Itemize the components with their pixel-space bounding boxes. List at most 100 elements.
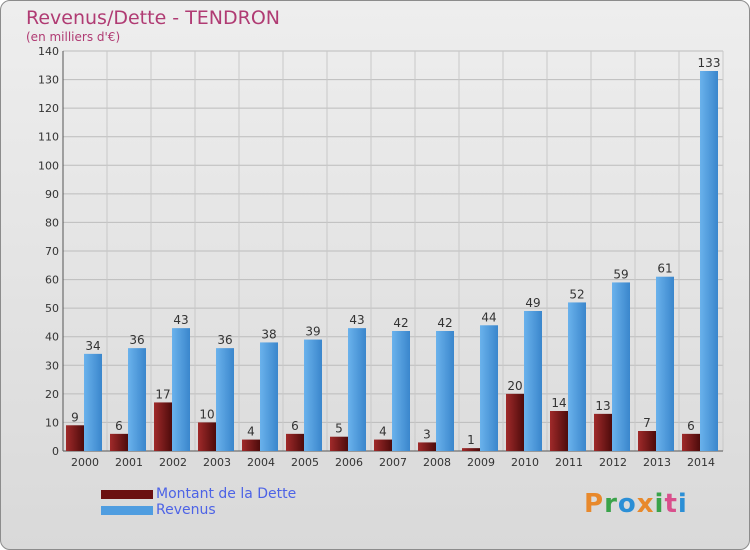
data-label-revenus: 36 [129,333,144,347]
data-label-revenus: 43 [173,313,188,327]
bar-dette [506,393,524,451]
bar-dette [154,402,172,451]
bar-revenus [348,328,366,451]
bar-revenus [172,328,190,451]
legend-swatch-revenus [101,506,153,515]
data-label-dette: 6 [687,419,695,433]
logo-letter: P [584,489,605,519]
y-tick-label: 70 [45,245,59,258]
bar-revenus [524,311,542,451]
logo-letter: x [636,489,655,519]
data-label-revenus: 36 [217,333,232,347]
legend-swatch-debt [101,490,153,499]
bar-revenus [260,342,278,451]
data-label-dette: 20 [507,379,522,393]
x-tick-label: 2008 [423,456,451,469]
y-tick-label: 80 [45,216,59,229]
bar-revenus [480,325,498,451]
data-label-dette: 3 [423,427,431,441]
bar-revenus [128,348,146,451]
bar-revenus [304,339,322,451]
x-tick-label: 2005 [291,456,319,469]
proxiti-logo: Proxiti [584,489,688,519]
bar-dette [198,422,216,451]
chart-title: Revenus/Dette - TENDRON [26,7,281,29]
x-tick-label: 2014 [687,456,715,469]
x-tick-label: 2006 [335,456,363,469]
y-tick-label: 50 [45,302,59,315]
data-label-dette: 5 [335,422,343,436]
y-tick-label: 20 [45,388,59,401]
logo-letter: t [664,489,678,519]
bar-revenus [84,353,102,451]
data-label-revenus: 44 [481,310,496,324]
logo-letter: i [654,489,665,519]
bar-dette [418,442,436,451]
bar-dette [66,425,84,451]
bar-revenus [392,331,410,451]
data-label-revenus: 43 [349,313,364,327]
logo-letter: r [604,489,618,519]
y-tick-label: 120 [38,102,59,115]
data-label-dette: 6 [291,419,299,433]
bar-revenus [216,348,234,451]
x-tick-label: 2011 [555,456,583,469]
data-label-revenus: 38 [261,327,276,341]
labels: 0102030405060708090100110120130140934200… [38,45,720,469]
data-label-revenus: 61 [657,262,672,276]
bar-dette [242,439,260,451]
data-label-revenus: 42 [393,316,408,330]
x-tick-label: 2003 [203,456,231,469]
bars [66,71,718,451]
data-label-revenus: 59 [613,267,628,281]
x-tick-label: 2002 [159,456,187,469]
data-label-dette: 13 [595,399,610,413]
bar-dette [550,411,568,451]
chart-subtitle: (en milliers d'€) [26,30,121,44]
data-label-dette: 10 [199,407,214,421]
y-tick-label: 10 [45,416,59,429]
data-label-revenus: 52 [569,287,584,301]
y-tick-label: 60 [45,274,59,287]
y-tick-label: 30 [45,359,59,372]
data-label-dette: 7 [643,416,651,430]
bar-revenus [568,302,586,451]
data-label-revenus: 39 [305,325,320,339]
y-tick-label: 100 [38,159,59,172]
bar-dette [682,433,700,451]
x-tick-label: 2013 [643,456,671,469]
data-label-revenus: 42 [437,316,452,330]
bar-revenus [612,282,630,451]
data-label-dette: 17 [155,387,170,401]
y-tick-label: 90 [45,188,59,201]
x-tick-label: 2000 [71,456,99,469]
x-tick-label: 2007 [379,456,407,469]
data-label-dette: 4 [379,425,387,439]
data-label-revenus: 49 [525,296,540,310]
bar-dette [462,448,480,451]
x-tick-label: 2004 [247,456,275,469]
legend-label-debt: Montant de la Dette [156,486,297,502]
bar-revenus [436,331,454,451]
legend-label-revenus: Revenus [156,502,216,518]
logo-letter: i [677,489,688,519]
data-label-dette: 6 [115,419,123,433]
logo-letter: o [617,489,637,519]
bar-dette [594,413,612,451]
bar-dette [374,439,392,451]
data-label-dette: 4 [247,425,255,439]
bar-dette [110,433,128,451]
x-tick-label: 2012 [599,456,627,469]
y-tick-label: 140 [38,45,59,58]
x-tick-label: 2010 [511,456,539,469]
x-tick-label: 2009 [467,456,495,469]
y-tick-label: 0 [52,445,59,458]
data-label-revenus: 133 [698,56,721,70]
x-tick-label: 2001 [115,456,143,469]
y-tick-label: 40 [45,331,59,344]
data-label-dette: 14 [551,396,566,410]
bar-dette [330,436,348,451]
data-label-dette: 9 [71,410,79,424]
